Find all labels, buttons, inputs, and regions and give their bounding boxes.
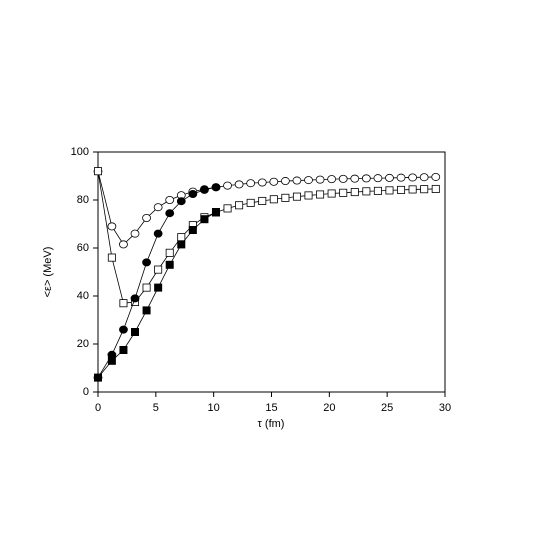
marker — [131, 327, 140, 336]
marker — [350, 188, 359, 197]
series-line — [97, 186, 217, 378]
marker — [315, 175, 325, 184]
marker — [246, 198, 255, 207]
marker — [119, 299, 128, 308]
marker — [211, 207, 220, 216]
marker — [431, 184, 440, 193]
marker — [408, 185, 417, 194]
marker — [373, 174, 383, 183]
marker — [292, 192, 301, 201]
x-tick-label: 20 — [323, 402, 335, 414]
marker — [119, 240, 128, 249]
marker — [397, 185, 406, 194]
x-tick-label: 0 — [95, 402, 101, 414]
marker — [211, 183, 221, 192]
y-axis-label: <ε> (MeV) — [42, 247, 54, 298]
marker — [142, 306, 151, 315]
marker — [292, 176, 302, 185]
marker — [154, 283, 163, 292]
marker — [258, 196, 267, 205]
marker — [431, 172, 441, 181]
series-line — [97, 171, 436, 246]
series-line — [97, 171, 436, 304]
marker — [119, 325, 128, 334]
y-tick-label: 0 — [83, 386, 89, 398]
x-tick-label: 25 — [381, 402, 393, 414]
marker — [419, 173, 429, 182]
marker — [176, 197, 186, 206]
y-tick-label: 100 — [71, 146, 89, 158]
marker — [94, 167, 103, 176]
marker — [153, 229, 163, 238]
marker — [246, 179, 256, 188]
y-tick-label: 20 — [77, 338, 89, 350]
marker — [304, 191, 313, 200]
marker — [396, 173, 406, 182]
marker — [142, 213, 151, 222]
marker — [327, 189, 336, 198]
marker — [281, 193, 290, 202]
x-tick-label: 10 — [208, 402, 220, 414]
marker — [165, 195, 175, 204]
marker — [165, 209, 175, 218]
x-axis-label: τ (fm) — [258, 418, 285, 430]
x-tick-label: 5 — [153, 402, 159, 414]
marker — [327, 175, 337, 184]
marker — [223, 204, 232, 213]
marker — [200, 215, 209, 224]
marker — [153, 203, 163, 212]
marker — [165, 260, 174, 269]
marker — [200, 185, 209, 194]
marker — [269, 195, 278, 204]
marker — [338, 174, 348, 183]
marker — [385, 173, 394, 182]
marker — [119, 345, 128, 354]
marker — [130, 229, 140, 238]
marker — [420, 185, 429, 194]
marker — [361, 174, 371, 183]
marker — [269, 177, 279, 186]
marker — [177, 240, 186, 249]
marker — [94, 373, 103, 382]
marker — [188, 189, 198, 198]
marker — [154, 265, 163, 274]
marker — [142, 283, 151, 292]
marker — [130, 294, 140, 303]
marker — [234, 180, 244, 189]
marker — [304, 176, 313, 185]
marker — [188, 225, 197, 234]
marker — [165, 248, 174, 257]
y-tick-label: 80 — [77, 194, 89, 206]
marker — [385, 186, 394, 195]
marker — [408, 173, 418, 182]
marker — [235, 201, 244, 210]
marker — [339, 188, 348, 197]
marker — [257, 178, 267, 187]
x-tick-label: 15 — [265, 402, 277, 414]
marker — [142, 258, 151, 267]
marker — [316, 190, 325, 199]
marker — [107, 356, 116, 365]
marker — [107, 222, 117, 231]
y-tick-label: 60 — [77, 242, 89, 254]
marker — [177, 233, 186, 242]
marker — [107, 253, 116, 262]
y-tick-label: 40 — [77, 290, 89, 302]
marker — [373, 186, 382, 195]
x-tick-label: 30 — [439, 402, 451, 414]
marker — [280, 177, 290, 186]
marker — [350, 174, 360, 183]
marker — [362, 187, 371, 196]
marker — [223, 181, 232, 190]
